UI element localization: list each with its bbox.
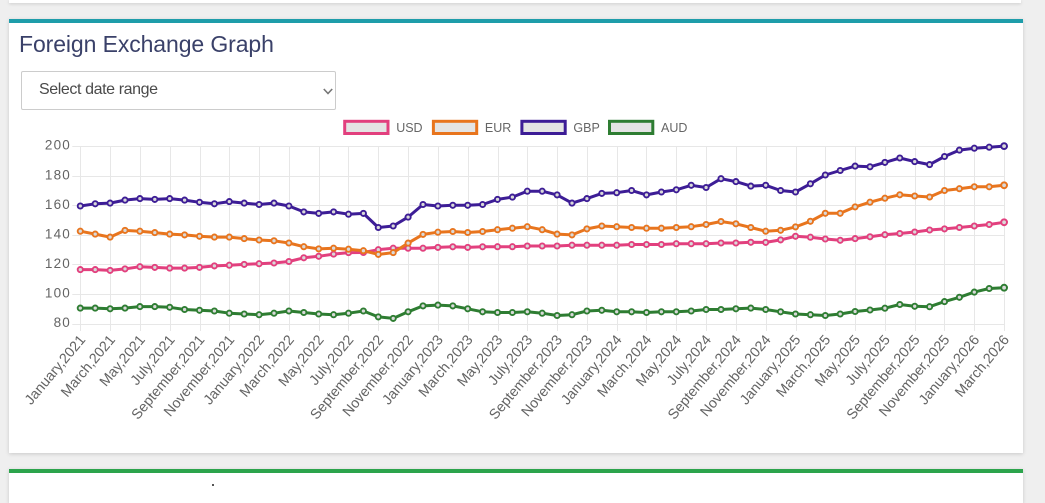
svg-text:USD: USD <box>396 121 422 135</box>
svg-text:140: 140 <box>45 227 71 242</box>
svg-text:160: 160 <box>45 197 71 212</box>
svg-text:120: 120 <box>45 256 71 271</box>
svg-text:GBP: GBP <box>573 121 599 135</box>
svg-text:180: 180 <box>45 167 71 182</box>
svg-text:80: 80 <box>54 315 71 330</box>
svg-text:AUD: AUD <box>661 121 687 135</box>
svg-text:200: 200 <box>45 138 71 153</box>
svg-text:EUR: EUR <box>485 121 511 135</box>
svg-text:100: 100 <box>45 286 71 301</box>
